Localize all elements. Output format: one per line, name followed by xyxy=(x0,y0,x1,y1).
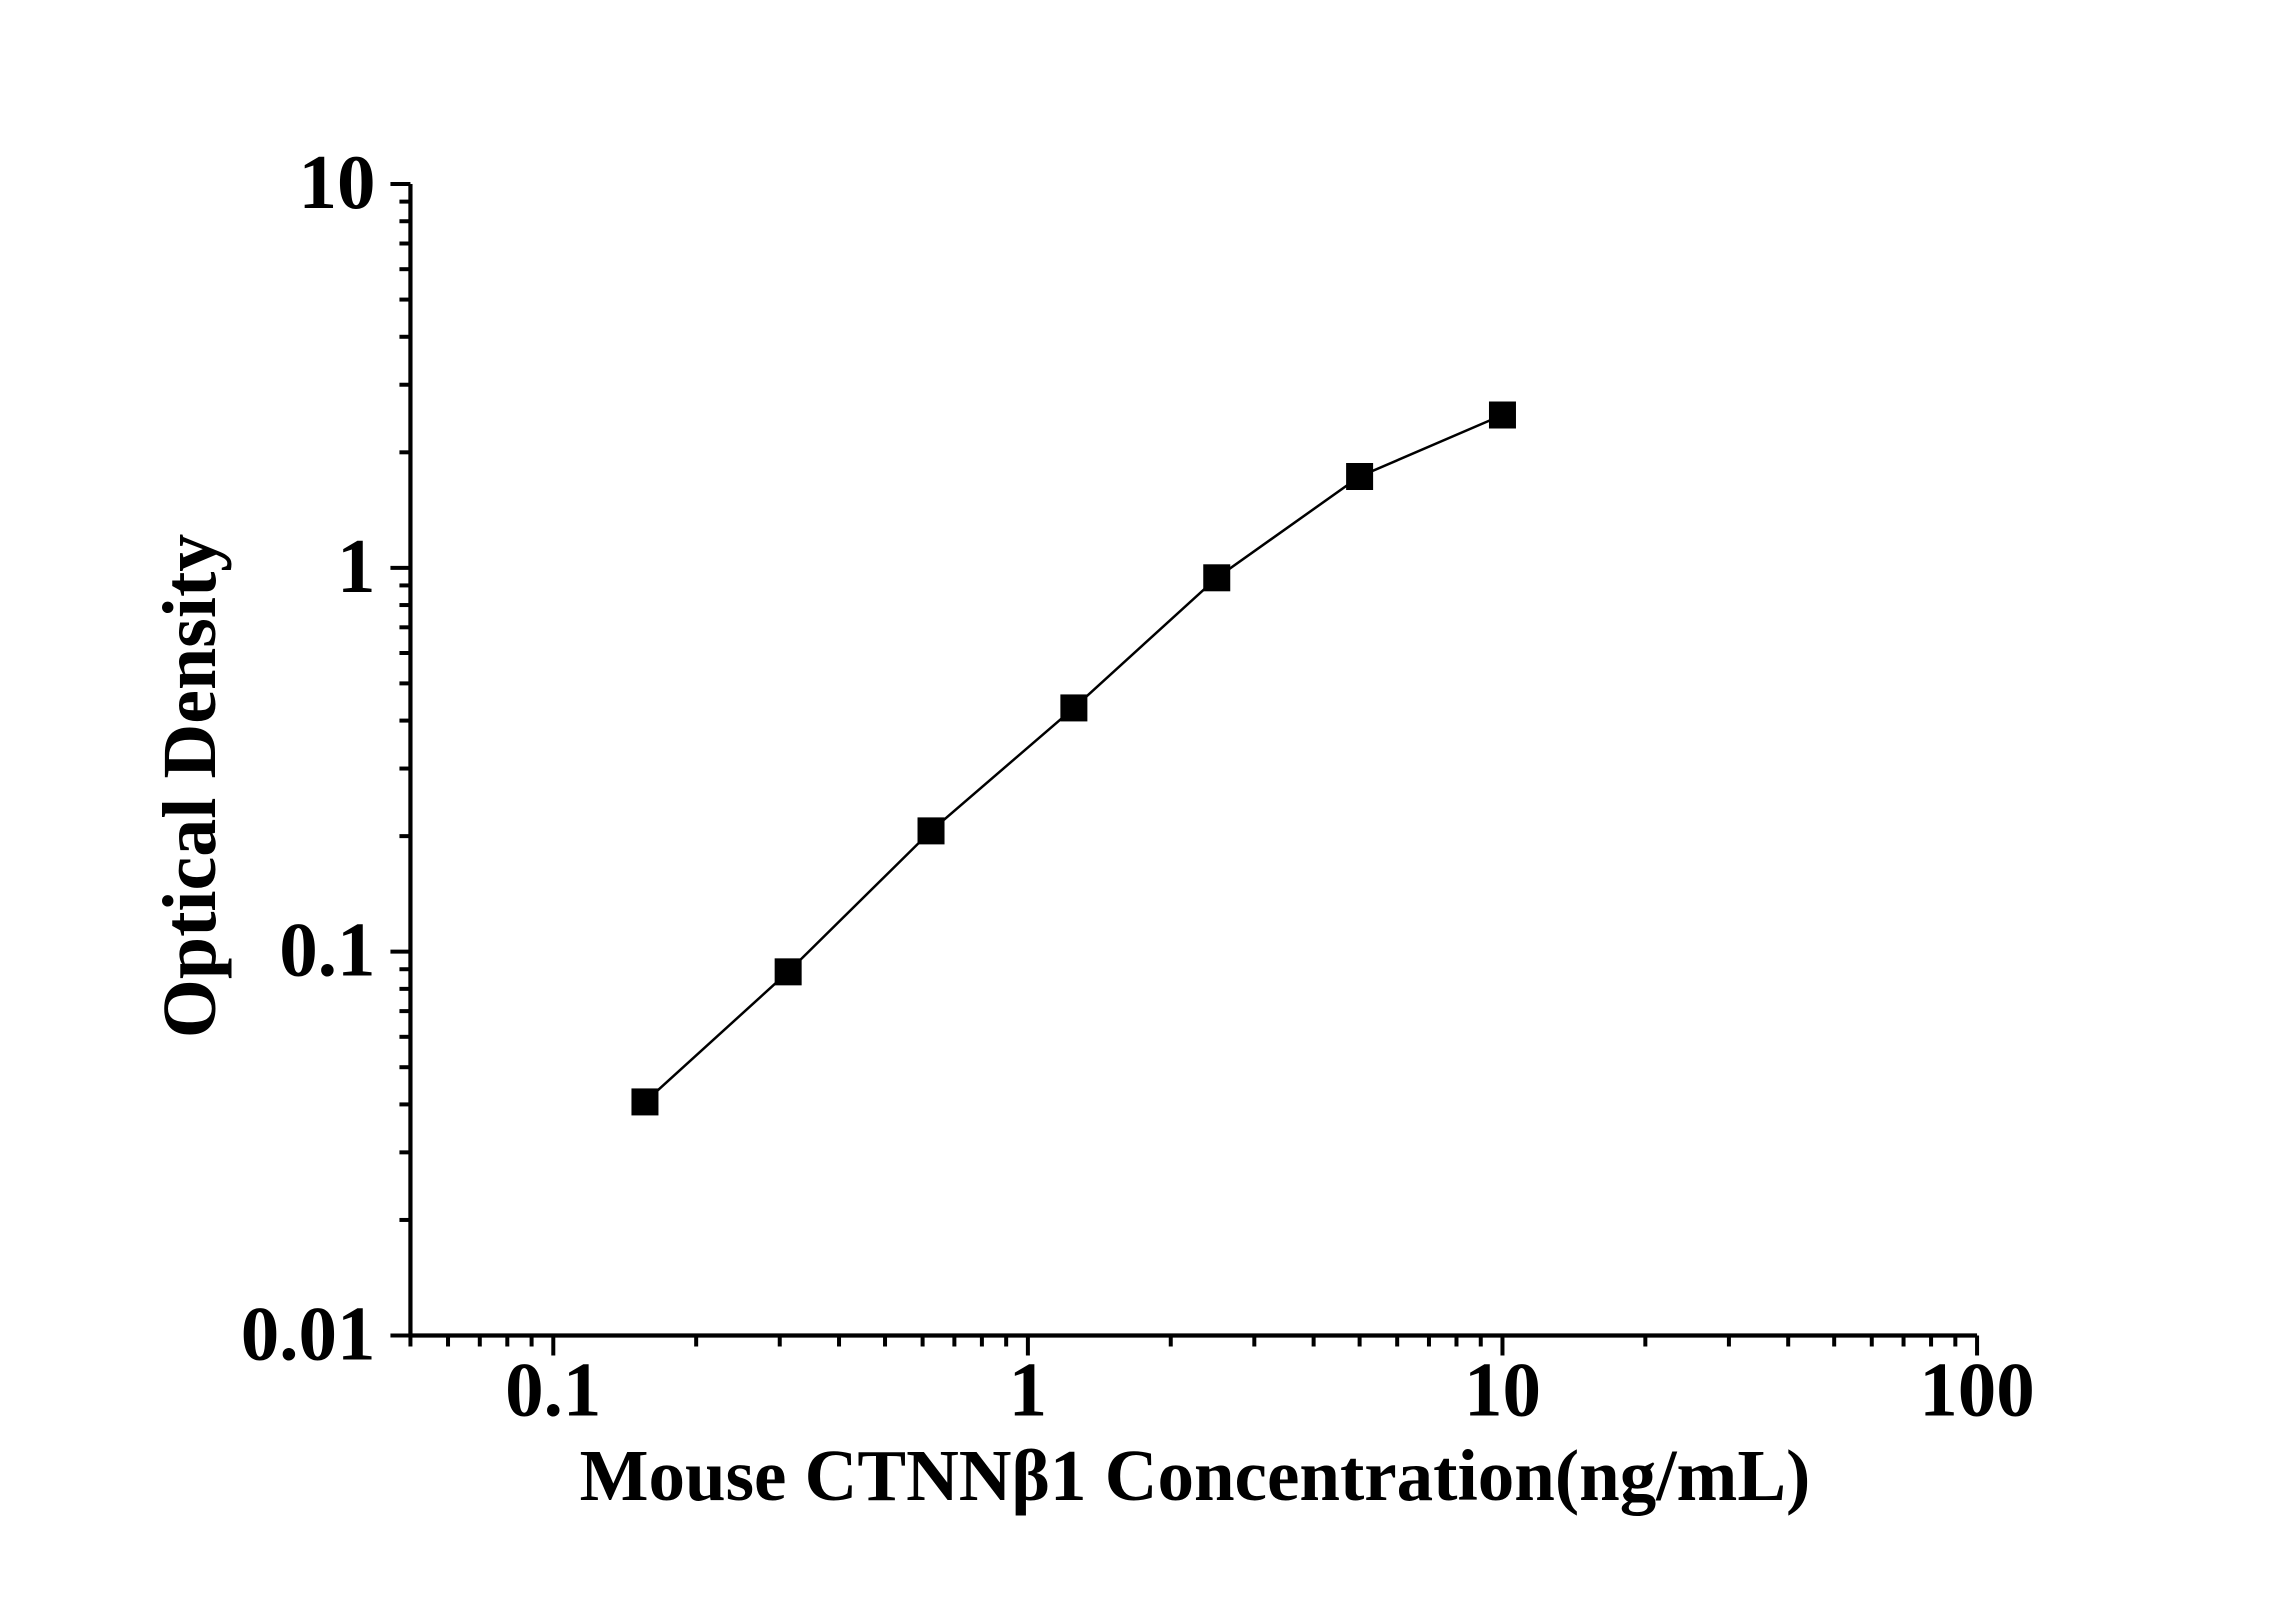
svg-text:1: 1 xyxy=(1009,1346,1048,1432)
svg-text:Optical Density: Optical Density xyxy=(148,534,232,1039)
svg-text:0.1: 0.1 xyxy=(505,1346,601,1432)
svg-text:10: 10 xyxy=(298,139,375,225)
svg-text:Mouse CTNNβ1 Concentration(ng/: Mouse CTNNβ1 Concentration(ng/mL) xyxy=(580,1435,1811,1516)
svg-text:1: 1 xyxy=(337,523,376,609)
svg-text:0.01: 0.01 xyxy=(241,1290,376,1376)
svg-text:100: 100 xyxy=(1919,1346,2035,1432)
svg-text:10: 10 xyxy=(1464,1346,1541,1432)
svg-text:0.1: 0.1 xyxy=(279,907,375,993)
